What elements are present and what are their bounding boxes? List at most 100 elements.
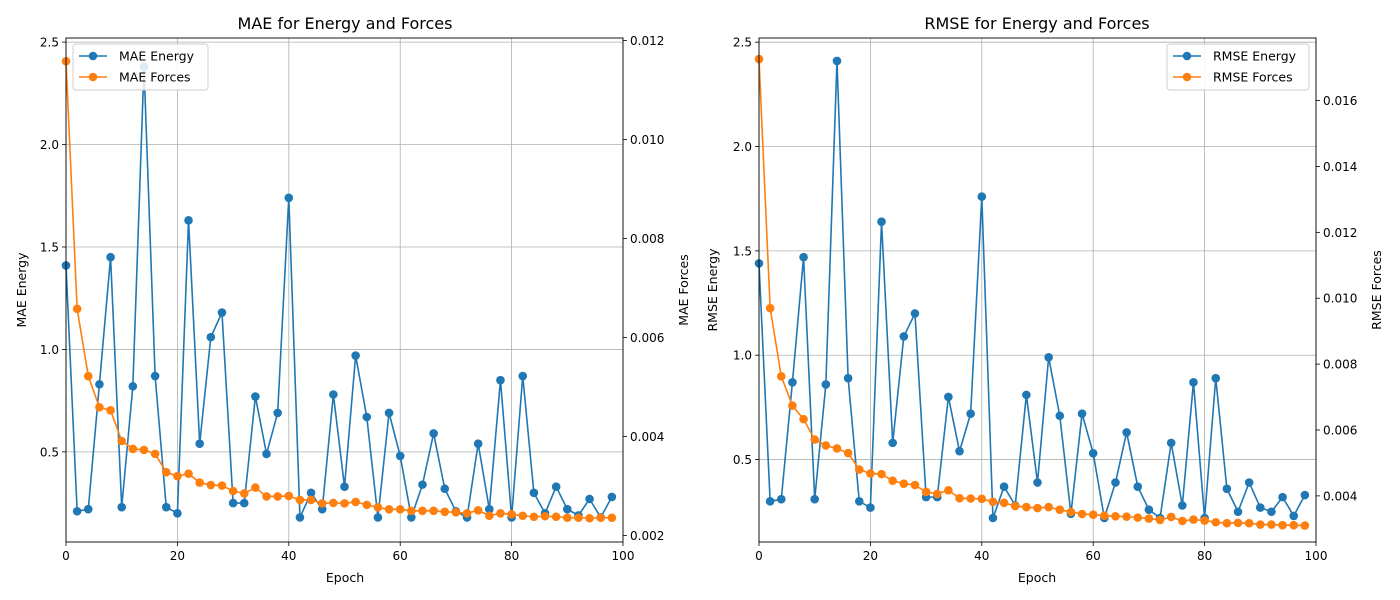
data-point: [317, 499, 327, 508]
data-point: [184, 216, 193, 225]
data-point: [418, 506, 427, 516]
data-point: [451, 507, 461, 517]
data-point: [251, 483, 260, 492]
legend-marker: [1182, 72, 1192, 82]
data-point: [955, 493, 964, 503]
data-point: [551, 512, 561, 522]
data-point: [585, 513, 594, 523]
data-point: [888, 438, 897, 448]
data-point: [262, 449, 271, 459]
data-point: [1267, 507, 1276, 517]
x-tick-label: 80: [504, 549, 519, 563]
data-point: [83, 504, 93, 514]
data-point: [306, 488, 316, 498]
data-point: [1189, 515, 1198, 524]
y-right-tick-label: 0.014: [1323, 160, 1357, 174]
data-point: [117, 502, 126, 512]
data-point: [1033, 503, 1042, 513]
data-point: [95, 379, 104, 389]
data-point: [1244, 518, 1254, 528]
data-point: [418, 480, 427, 489]
data-point: [106, 252, 115, 262]
data-point: [854, 465, 864, 474]
data-point: [551, 482, 561, 491]
data-point: [173, 471, 182, 481]
data-point: [217, 308, 227, 317]
data-point: [128, 381, 138, 391]
data-point: [799, 414, 808, 424]
data-point: [776, 372, 786, 381]
data-point: [977, 192, 987, 201]
data-point: [1055, 411, 1065, 421]
data-point: [866, 503, 875, 512]
data-point: [1166, 512, 1176, 522]
data-point: [1088, 449, 1098, 458]
data-point: [799, 252, 808, 262]
data-point: [1077, 509, 1087, 519]
data-point: [988, 513, 998, 523]
data-point: [810, 435, 819, 444]
y-axis-right-label: RMSE Forces: [1369, 250, 1384, 330]
x-axis-label: Epoch: [1018, 570, 1056, 585]
data-point: [351, 497, 360, 507]
data-point: [273, 492, 282, 501]
legend-label: RMSE Forces: [1213, 70, 1293, 85]
legend-label: MAE Energy: [119, 49, 195, 64]
y-right-tick-label: 0.004: [630, 430, 664, 444]
data-point: [440, 507, 450, 517]
data-point: [373, 513, 383, 522]
data-point: [944, 485, 953, 495]
y-left-tick-label: 1.0: [40, 343, 59, 357]
data-point: [1189, 378, 1198, 387]
data-point: [1211, 373, 1221, 383]
legend-label: MAE Forces: [119, 70, 191, 85]
y-right-tick-label: 0.012: [1323, 226, 1357, 240]
y-right-tick-label: 0.010: [630, 133, 664, 147]
data-point: [877, 217, 886, 226]
y-axis-right-label: MAE Forces: [676, 254, 691, 326]
data-point: [1278, 520, 1287, 530]
data-point: [485, 511, 494, 521]
data-point: [944, 392, 953, 402]
x-axis-label: Epoch: [326, 570, 364, 585]
data-point: [1289, 511, 1299, 521]
data-point: [854, 497, 864, 506]
series-line: [65, 65, 613, 519]
ticks: 0 20 40 60 80 100 0.5 1.0 1.5 2.0 2.5 0.002 0.004 0.0…: [40, 34, 664, 563]
data-point: [596, 513, 606, 523]
data-point: [1144, 514, 1154, 523]
data-point: [1022, 390, 1031, 400]
data-point: [473, 506, 483, 515]
data-point: [83, 371, 93, 381]
data-point: [262, 492, 271, 501]
data-point: [1256, 503, 1265, 512]
x-tick-label: 60: [393, 549, 408, 563]
y-left-tick-label: 2.0: [40, 138, 59, 152]
x-tick-label: 20: [863, 549, 878, 563]
x-tick-label: 100: [612, 549, 635, 563]
data-point: [563, 504, 572, 514]
data-point: [329, 498, 338, 508]
data-point: [329, 390, 338, 399]
data-point: [776, 494, 786, 504]
data-point: [585, 494, 594, 504]
data-point: [373, 503, 383, 512]
y-right-tick-label: 0.010: [1323, 292, 1357, 306]
data-point: [72, 506, 82, 516]
data-point: [429, 506, 438, 516]
data-point: [765, 303, 775, 313]
data-point: [362, 412, 372, 422]
data-point: [832, 444, 842, 453]
y-left-tick-label: 2.0: [733, 140, 752, 154]
data-point: [228, 486, 238, 496]
series-forces: [754, 54, 1310, 530]
x-tick-label: 40: [974, 549, 989, 563]
data-point: [150, 371, 160, 381]
data-point: [496, 508, 505, 518]
data-point: [362, 500, 372, 510]
data-point: [295, 495, 305, 505]
data-point: [1267, 520, 1276, 529]
data-point: [284, 491, 294, 501]
data-point: [1111, 512, 1120, 521]
